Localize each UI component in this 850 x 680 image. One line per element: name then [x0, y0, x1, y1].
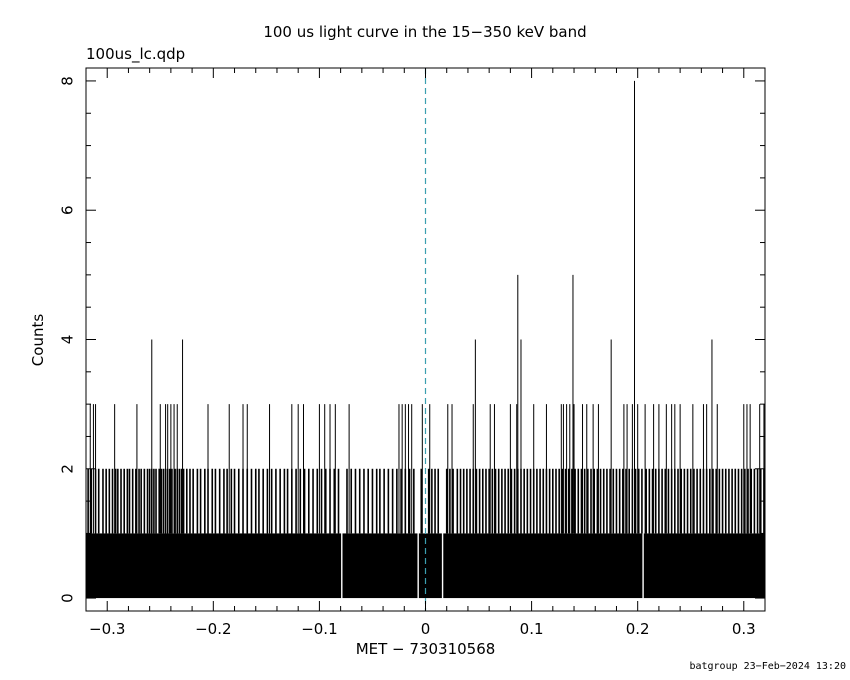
x-axis-label: MET − 730310568: [355, 640, 496, 658]
zero-count-bin: [642, 532, 644, 599]
zero-count-bin: [441, 532, 444, 599]
x-tick-label: 0: [421, 620, 431, 638]
data-layer: [86, 68, 765, 611]
y-tick-label: 8: [59, 76, 77, 86]
x-tick-label: −0.2: [195, 620, 231, 638]
x-tick-label: 0.2: [626, 620, 650, 638]
x-tick-label: −0.1: [301, 620, 337, 638]
plot-subtitle: 100us_lc.qdp: [86, 45, 186, 63]
y-tick-label: 4: [59, 335, 77, 345]
y-tick-label: 0: [59, 593, 77, 603]
zero-count-bin: [417, 532, 419, 599]
x-tick-label: 0.3: [732, 620, 756, 638]
x-tick-label: 0.1: [520, 620, 544, 638]
axis-layer: −0.3 −0.2 −0.1 0 0.1 0.2 0.3 0 2 4 6 8: [59, 67, 766, 638]
x-tick-label: −0.3: [89, 620, 125, 638]
y-tick-label: 6: [59, 205, 77, 215]
y-tick-label: 2: [59, 464, 77, 474]
zero-count-bin: [341, 532, 343, 599]
chart-title: 100 us light curve in the 15−350 keV ban…: [263, 23, 587, 41]
footer-stamp: batgroup 23−Feb−2024 13:20: [689, 661, 846, 672]
baseline-band: [86, 533, 765, 599]
